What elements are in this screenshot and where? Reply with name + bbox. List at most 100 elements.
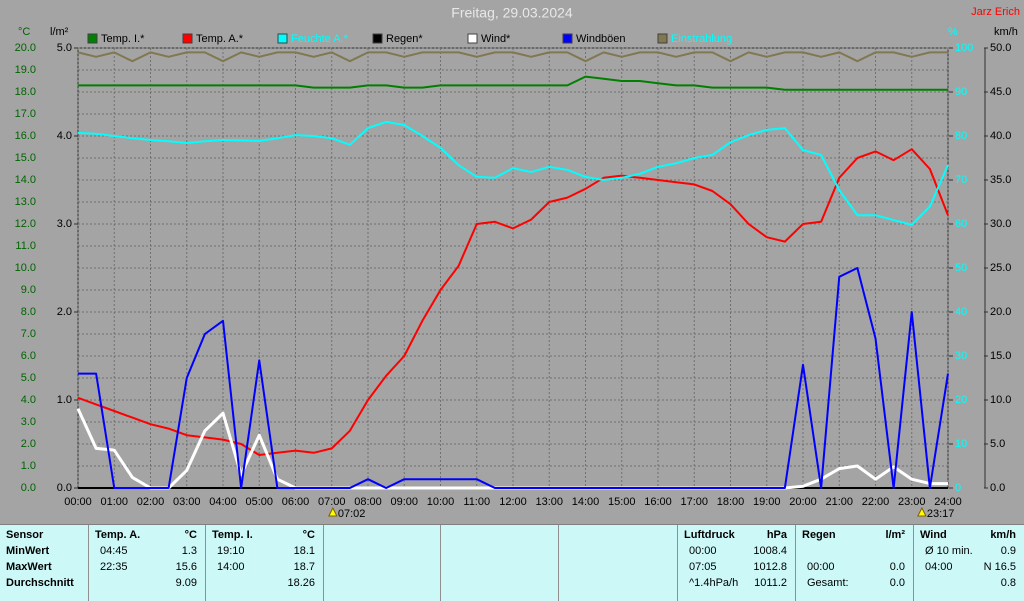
chart-title: Freitag, 29.03.2024 xyxy=(451,5,573,21)
legend-label: Wind* xyxy=(481,33,511,45)
x-tick-label: 17:00 xyxy=(680,496,708,508)
legend-swatch xyxy=(182,33,193,44)
sun-marker xyxy=(328,506,338,517)
y-tick-label: 16.0 xyxy=(15,130,36,142)
y-tick-label: 3.0 xyxy=(57,218,72,230)
legend-swatch xyxy=(87,33,98,44)
x-tick-label: 10:00 xyxy=(427,496,455,508)
series-line xyxy=(77,148,949,456)
y-tick-label: 45.0 xyxy=(990,86,1011,98)
table-header: Sensor xyxy=(6,529,44,541)
legend-label: Windböen xyxy=(576,33,626,45)
cell-text: 04:00 xyxy=(925,561,953,573)
x-tick-label: 03:00 xyxy=(173,496,201,508)
column-title: Regen xyxy=(802,529,836,541)
y-tick-label: 0.0 xyxy=(57,482,72,494)
legend-label: Temp. I.* xyxy=(101,33,145,45)
x-tick-label: 15:00 xyxy=(608,496,636,508)
x-tick-label: 01:00 xyxy=(100,496,128,508)
column-separator xyxy=(913,525,914,601)
column-title: Temp. I. xyxy=(212,529,253,541)
column-separator xyxy=(323,525,324,601)
y2-axis-title: l/m² xyxy=(50,26,69,38)
cell-value: 0.0 xyxy=(889,577,905,589)
chart: Freitag, 29.03.2024 Jarz Erich °C l/m² %… xyxy=(15,5,1020,520)
x-tick-label: 05:00 xyxy=(245,496,273,508)
row-label: Durchschnitt xyxy=(6,577,74,589)
cell-value: 18.26 xyxy=(287,577,315,589)
y-tick-label: 19.0 xyxy=(15,64,36,76)
column-title: Luftdruck xyxy=(684,529,735,541)
x-tick-label: 16:00 xyxy=(644,496,672,508)
series-line xyxy=(78,267,949,489)
legend-swatch xyxy=(372,33,383,44)
column-unit: °C xyxy=(302,529,315,541)
legend-label: Einstrahlung xyxy=(671,33,732,45)
x-tick-label: 08:00 xyxy=(354,496,382,508)
y-tick-label: 80 xyxy=(955,130,967,142)
legend-swatch xyxy=(562,33,573,44)
y-tick-label: 1.0 xyxy=(21,460,36,472)
column-separator xyxy=(88,525,89,601)
y-tick-label: 4.0 xyxy=(57,130,72,142)
y-tick-label: 10 xyxy=(955,438,967,450)
author: Jarz Erich xyxy=(971,6,1020,18)
y-tick-label: 4.0 xyxy=(21,394,36,406)
y-tick-label: 11.0 xyxy=(15,240,36,252)
column-separator xyxy=(677,525,678,601)
y-tick-label: 15.0 xyxy=(990,350,1011,362)
y4-axis-title: km/h xyxy=(994,26,1018,38)
y-tick-label: 35.0 xyxy=(990,174,1011,186)
cell-value: 18.7 xyxy=(293,561,315,573)
y-tick-label: 2.0 xyxy=(57,306,72,318)
x-tick-label: 18:00 xyxy=(717,496,745,508)
column-unit: l/m² xyxy=(885,529,905,541)
series-line xyxy=(77,51,948,63)
y-tick-label: 18.0 xyxy=(15,86,36,98)
cell-text: 07:05 xyxy=(689,561,717,573)
y-tick-label: 5.0 xyxy=(990,438,1005,450)
y-tick-label: 0.0 xyxy=(990,482,1005,494)
legend-swatch xyxy=(277,33,288,44)
cell-value: 15.6 xyxy=(175,561,197,573)
legend-label: Feuchte A.* xyxy=(291,33,349,45)
y-tick-label: 100 xyxy=(955,42,973,54)
x-tick-label: 20:00 xyxy=(789,496,817,508)
column-unit: km/h xyxy=(990,529,1016,541)
legend-label: Temp. A.* xyxy=(196,33,244,45)
x-tick-label: 00:00 xyxy=(64,496,92,508)
cell-value: 0.8 xyxy=(1000,577,1016,589)
cell-value: N 16.5 xyxy=(983,561,1016,573)
column-title: Temp. A. xyxy=(95,529,141,541)
cell-text: Gesamt: xyxy=(807,577,849,589)
cell-text: 04:45 xyxy=(100,545,128,557)
cell-value: 1.3 xyxy=(181,545,197,557)
y-tick-label: 9.0 xyxy=(21,284,36,296)
annotation: 23:17 xyxy=(927,508,955,520)
y-tick-label: 5.0 xyxy=(21,372,36,384)
legend-swatch xyxy=(657,33,668,44)
column-unit: hPa xyxy=(766,529,787,541)
y-tick-label: 40 xyxy=(955,306,967,318)
x-tick-label: 11:00 xyxy=(463,496,490,508)
annotation: 07:02 xyxy=(338,508,366,520)
x-tick-label: 22:00 xyxy=(862,496,890,508)
column-unit: °C xyxy=(184,529,197,541)
legend-swatch xyxy=(467,33,478,44)
series-line xyxy=(77,120,949,226)
y-tick-label: 50 xyxy=(955,262,967,274)
y-tick-label: 5.0 xyxy=(57,42,72,54)
y-tick-label: 0 xyxy=(955,482,961,494)
x-tick-label: 12:00 xyxy=(499,496,527,508)
y-tick-label: 50.0 xyxy=(990,42,1011,54)
cell-value: 1008.4 xyxy=(753,545,787,557)
x-tick-label: 07:00 xyxy=(318,496,346,508)
cell-value: 0.9 xyxy=(1000,545,1016,557)
y-tick-label: 40.0 xyxy=(990,130,1011,142)
cell-value: 9.09 xyxy=(175,577,197,589)
y-tick-label: 2.0 xyxy=(21,438,36,450)
y-tick-label: 30.0 xyxy=(990,218,1011,230)
cell-text: 00:00 xyxy=(689,545,717,557)
x-tick-label: 04:00 xyxy=(209,496,237,508)
y-tick-label: 10.0 xyxy=(990,394,1011,406)
